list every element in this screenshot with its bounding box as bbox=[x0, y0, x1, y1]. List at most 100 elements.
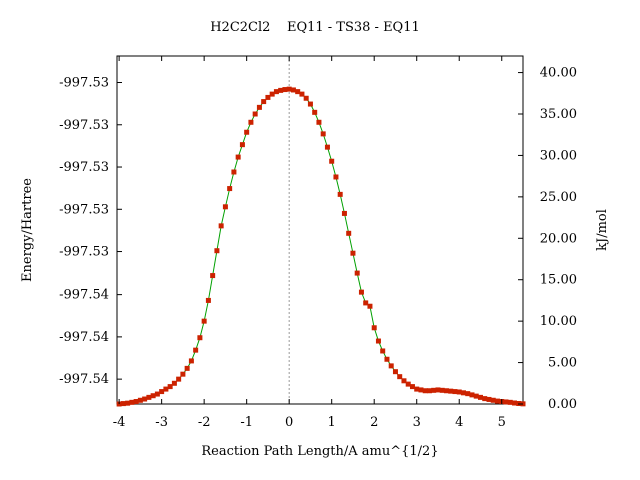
x-tick-label: -2 bbox=[198, 415, 211, 430]
data-point bbox=[269, 91, 275, 97]
data-point bbox=[312, 109, 318, 115]
right-tick-label: 40.00 bbox=[540, 66, 577, 81]
right-tick-label: 10.00 bbox=[540, 314, 577, 329]
left-tick-label: -997.53 bbox=[59, 76, 109, 91]
data-point bbox=[120, 401, 126, 407]
data-point bbox=[150, 393, 156, 399]
x-tick-label: 4 bbox=[455, 415, 463, 430]
data-point bbox=[452, 389, 458, 395]
data-point bbox=[227, 186, 233, 192]
data-point bbox=[482, 396, 488, 402]
data-point bbox=[235, 154, 241, 160]
data-point bbox=[443, 388, 449, 394]
right-tick-label: 20.00 bbox=[540, 231, 577, 246]
x-tick-label: 1 bbox=[328, 415, 336, 430]
data-point bbox=[333, 174, 339, 180]
left-tick-label: -997.53 bbox=[59, 160, 109, 175]
right-axis-label: kJ/mol bbox=[595, 209, 610, 251]
x-tick-label: 3 bbox=[413, 415, 421, 430]
data-point bbox=[244, 129, 250, 135]
x-tick-label: -1 bbox=[240, 415, 253, 430]
plot-border bbox=[116, 55, 524, 405]
data-point bbox=[414, 386, 420, 392]
data-point bbox=[354, 270, 360, 276]
data-point bbox=[341, 210, 347, 216]
data-point bbox=[231, 169, 237, 175]
data-point bbox=[350, 250, 356, 256]
data-point bbox=[163, 386, 169, 392]
data-point bbox=[137, 397, 143, 403]
data-point bbox=[477, 394, 483, 400]
data-point bbox=[214, 248, 220, 254]
left-tick-label: -997.53 bbox=[59, 202, 109, 217]
data-point bbox=[469, 392, 475, 398]
data-point bbox=[426, 388, 432, 394]
right-axis-ticks: 0.00 5.00 10.00 15.00 20.00 25.00 30.00 35.00 40… bbox=[518, 66, 577, 412]
data-point bbox=[473, 393, 479, 399]
data-point bbox=[431, 387, 437, 393]
data-point bbox=[184, 365, 190, 371]
data-point bbox=[146, 394, 152, 400]
data-point bbox=[397, 374, 403, 380]
data-point bbox=[418, 387, 424, 393]
left-axis-ticks: -997.54 -997.54 -997.54 -997.53 -997.53 -997.… bbox=[59, 76, 122, 387]
data-point bbox=[316, 119, 322, 125]
right-tick-label: 35.00 bbox=[540, 107, 577, 122]
data-point bbox=[167, 384, 173, 390]
data-point bbox=[252, 111, 258, 117]
right-tick-label: 30.00 bbox=[540, 148, 577, 163]
left-tick-label: -997.53 bbox=[59, 245, 109, 260]
data-point bbox=[201, 318, 207, 324]
data-point bbox=[346, 230, 352, 236]
x-tick-label: -4 bbox=[113, 415, 126, 430]
x-tick-label: -3 bbox=[155, 415, 168, 430]
data-point bbox=[503, 399, 509, 405]
data-point bbox=[193, 347, 199, 353]
data-point bbox=[324, 144, 330, 150]
data-point bbox=[171, 380, 177, 386]
data-point bbox=[205, 297, 211, 303]
data-point bbox=[278, 87, 284, 93]
data-point bbox=[494, 398, 500, 404]
right-tick-label: 15.00 bbox=[540, 273, 577, 288]
data-point bbox=[133, 399, 139, 405]
data-point bbox=[176, 376, 182, 382]
data-point bbox=[367, 303, 373, 309]
data-point bbox=[490, 397, 496, 403]
data-point bbox=[261, 99, 267, 105]
data-point bbox=[460, 390, 466, 396]
data-point bbox=[439, 387, 445, 393]
data-point bbox=[180, 371, 186, 377]
data-point bbox=[218, 223, 224, 229]
data-point bbox=[125, 400, 131, 406]
chart-title: H2C2Cl2 EQ11 - TS38 - EQ11 bbox=[210, 20, 420, 35]
data-point bbox=[371, 325, 377, 331]
data-point bbox=[222, 204, 228, 210]
data-point bbox=[129, 399, 135, 405]
data-point bbox=[465, 391, 471, 397]
plot-area bbox=[116, 55, 524, 405]
data-point bbox=[435, 387, 441, 393]
data-point bbox=[159, 389, 165, 395]
data-point bbox=[392, 369, 398, 375]
x-axis-ticks: -4 -3 -2 -1 0 1 2 3 4 5 bbox=[113, 56, 506, 430]
data-point bbox=[384, 356, 390, 362]
data-points bbox=[116, 86, 526, 407]
right-tick-label: 0.00 bbox=[548, 397, 577, 412]
data-point bbox=[363, 300, 369, 306]
data-point bbox=[248, 119, 254, 125]
data-point bbox=[405, 381, 411, 387]
x-tick-label: 0 bbox=[285, 415, 293, 430]
data-point bbox=[401, 378, 407, 384]
data-point bbox=[375, 338, 381, 344]
data-point bbox=[154, 391, 160, 397]
data-point bbox=[295, 89, 301, 95]
left-tick-label: -997.54 bbox=[59, 288, 109, 303]
x-axis-label: Reaction Path Length/A amu^{1/2} bbox=[201, 444, 438, 459]
data-point bbox=[256, 104, 262, 110]
data-point bbox=[422, 388, 428, 394]
data-point bbox=[448, 388, 454, 394]
data-point bbox=[286, 86, 292, 92]
data-point bbox=[239, 142, 245, 148]
data-point bbox=[380, 348, 386, 354]
